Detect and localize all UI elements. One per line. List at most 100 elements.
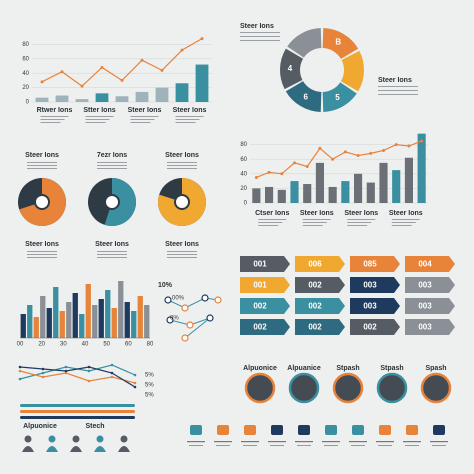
- legend-bar: [20, 410, 135, 413]
- tag-label: 003: [418, 302, 432, 311]
- text-placeholder: [240, 40, 280, 41]
- line-point: [64, 365, 68, 369]
- person-body: [22, 446, 34, 452]
- text-placeholder: [27, 168, 57, 169]
- bar: [392, 170, 401, 203]
- bar: [46, 308, 52, 338]
- text-placeholder: [167, 257, 197, 258]
- person-head: [96, 435, 104, 443]
- text-placeholder: [97, 251, 127, 252]
- badge: [420, 372, 452, 404]
- person-head: [72, 435, 80, 443]
- text-placeholder: [27, 254, 57, 255]
- bar: [195, 64, 209, 102]
- tag: [240, 319, 290, 335]
- text-placeholder: [378, 94, 418, 95]
- line-point: [110, 375, 114, 379]
- tag-label: 003: [363, 281, 377, 290]
- bar: [66, 302, 72, 338]
- line-point: [140, 58, 144, 62]
- bar: [135, 91, 149, 102]
- line-point: [133, 373, 137, 377]
- category-label: Rtwer Ions: [37, 107, 73, 114]
- gauge-icon: [104, 194, 120, 210]
- bar: [155, 87, 169, 102]
- bar: [265, 186, 274, 203]
- text-placeholder: [302, 222, 327, 223]
- section-label: Steer Ions: [95, 241, 129, 248]
- text-placeholder: [40, 122, 61, 123]
- bar: [328, 186, 337, 203]
- text-placeholder: [240, 36, 280, 37]
- text-placeholder: [167, 162, 197, 163]
- y-tick-label: 0: [244, 201, 248, 207]
- text-placeholder: [347, 225, 368, 226]
- line-point: [133, 381, 137, 385]
- text-placeholder: [27, 251, 57, 252]
- bar: [315, 162, 324, 203]
- segment-label: B: [335, 38, 341, 47]
- text-placeholder: [175, 122, 196, 123]
- bar: [95, 93, 109, 102]
- icon-box: [217, 425, 229, 435]
- tag: [350, 277, 400, 293]
- tag: [405, 256, 455, 272]
- text-placeholder: [85, 119, 110, 120]
- text-placeholder: [130, 119, 155, 120]
- x-tick-label: 20: [38, 342, 45, 348]
- network-node: [206, 314, 214, 322]
- category-label: Ctser Ions: [255, 210, 289, 217]
- text-placeholder: [175, 116, 204, 117]
- people-label: Alpuonice: [23, 423, 57, 430]
- network-node: [201, 294, 209, 302]
- text-placeholder: [130, 122, 151, 123]
- tag-label: 003: [418, 323, 432, 332]
- category-label: Steer Ions: [173, 107, 207, 114]
- text-placeholder: [243, 445, 257, 446]
- x-tick-label: 60: [125, 342, 132, 348]
- tag-label: 004: [418, 260, 432, 269]
- text-placeholder: [268, 441, 286, 443]
- icon-box: [433, 425, 445, 435]
- icon-box: [190, 425, 202, 435]
- text-placeholder: [403, 441, 421, 443]
- line-point: [100, 65, 104, 69]
- text-placeholder: [240, 32, 280, 33]
- text-placeholder: [27, 162, 57, 163]
- donut-annotation: Steer Ions: [378, 77, 412, 84]
- text-placeholder: [167, 168, 197, 169]
- category-label: Steer Ions: [344, 210, 378, 217]
- icon-box: [298, 425, 310, 435]
- line-point: [254, 175, 258, 179]
- y-tick-label: 80: [240, 142, 247, 148]
- percent-label: 5%: [145, 393, 154, 399]
- network-node: [181, 304, 189, 312]
- tag: [240, 277, 290, 293]
- line-point: [120, 78, 124, 82]
- text-placeholder: [347, 222, 372, 223]
- icon-box: [406, 425, 418, 435]
- text-placeholder: [40, 119, 65, 120]
- y-tick-label: 40: [240, 171, 247, 177]
- percent-label: 00%: [172, 296, 185, 302]
- person-body: [46, 446, 58, 452]
- bar: [98, 299, 104, 338]
- text-placeholder: [430, 441, 448, 443]
- tag-label: 001: [253, 281, 267, 290]
- text-placeholder: [97, 165, 127, 166]
- line-point: [18, 377, 22, 381]
- line-point: [331, 157, 335, 161]
- category-label: Steer Ions: [128, 107, 162, 114]
- gauge-icon: [174, 194, 190, 210]
- text-placeholder: [258, 219, 287, 220]
- bar: [417, 133, 426, 203]
- bar: [175, 83, 189, 102]
- text-placeholder: [130, 116, 159, 117]
- line-point: [318, 146, 322, 150]
- bar: [20, 314, 26, 338]
- tag-label: 002: [308, 302, 322, 311]
- line-point: [200, 37, 204, 41]
- tag-label: 003: [418, 281, 432, 290]
- tag: [295, 319, 345, 335]
- bar: [53, 287, 59, 338]
